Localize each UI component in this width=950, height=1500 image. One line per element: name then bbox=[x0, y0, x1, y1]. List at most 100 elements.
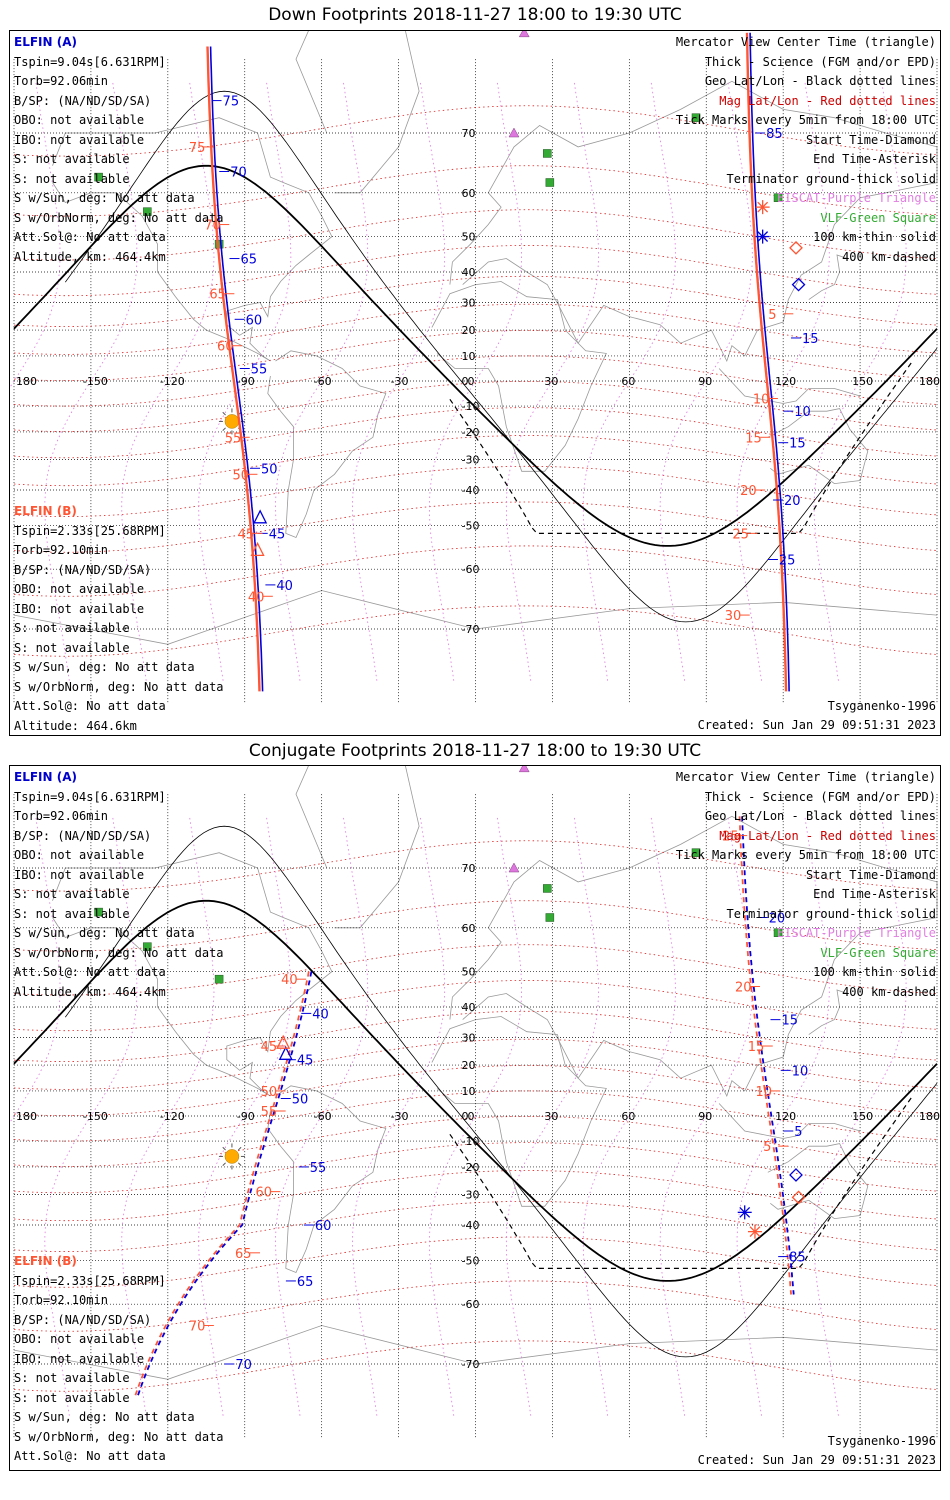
mag-parallel bbox=[13, 330, 938, 382]
elfin-b-tick-label: 30 bbox=[725, 609, 742, 624]
elfin-a-track-1 bbox=[136, 971, 313, 1397]
mag-meridian bbox=[505, 816, 599, 1416]
lat-label: -40 bbox=[462, 484, 480, 497]
lat-label: -50 bbox=[462, 1254, 480, 1267]
lon-label: 0 bbox=[468, 375, 475, 388]
mag-meridian bbox=[44, 816, 138, 1416]
lon-label: 180 bbox=[919, 375, 940, 388]
legend-item: 100 km-thin solid bbox=[813, 230, 936, 244]
asterisk-stroke bbox=[757, 231, 769, 242]
info-line: S: not available bbox=[14, 1390, 130, 1405]
mag-meridian bbox=[352, 816, 446, 1416]
mag-parallel bbox=[13, 1065, 938, 1117]
elfin-a-tick-label: 60 bbox=[315, 1219, 332, 1234]
lon-label: -90 bbox=[237, 1110, 255, 1123]
lon-label: 90 bbox=[698, 375, 712, 388]
mag-parallel bbox=[13, 1200, 938, 1253]
vlf-square bbox=[773, 928, 783, 937]
lat-label: 60 bbox=[462, 922, 476, 935]
lon-label: -30 bbox=[391, 375, 409, 388]
sun-ray bbox=[222, 411, 226, 416]
legend: Mercator View Center Time (triangle) Thic… bbox=[676, 33, 936, 267]
info-line: Tspin=2.33s[25.68RPM] bbox=[14, 1273, 166, 1288]
info-line: S w/Sun, deg: No att data bbox=[14, 926, 195, 940]
lon-label: -150 bbox=[83, 1110, 108, 1123]
lon-label: 60 bbox=[621, 1110, 635, 1123]
info-line: S w/OrbNorm, deg: No att data bbox=[14, 210, 224, 225]
sun-ray bbox=[237, 1146, 242, 1151]
elfin-a-center-triangle bbox=[253, 509, 268, 524]
legend-item: Terminator ground-thick solid bbox=[726, 906, 936, 921]
mag-meridian bbox=[275, 81, 369, 681]
coastline bbox=[295, 766, 420, 929]
elfin-a-tick-label: 15 bbox=[781, 1014, 798, 1029]
legend-item: Terminator ground-thick solid bbox=[726, 171, 936, 186]
info-line: S w/OrbNorm, deg: No att data bbox=[14, 1429, 224, 1444]
elfin-b-tick-label: 60 bbox=[217, 340, 234, 355]
vlf-square bbox=[545, 913, 555, 922]
coastline bbox=[767, 408, 869, 485]
elfin-a-tick-label: 45 bbox=[269, 527, 286, 542]
lat-label: 50 bbox=[462, 966, 476, 979]
elfin-b-lines: Tspin=2.33s[25.68RPM] Torb=92.10min B/SP: … bbox=[14, 1272, 224, 1471]
mag-parallel bbox=[13, 1038, 938, 1090]
legend-item: Mag Lat/Lon - Red dotted lines bbox=[719, 93, 936, 108]
info-line: Torb=92.06min bbox=[14, 74, 108, 88]
mag-parallel bbox=[13, 355, 938, 407]
info-line: S: not available bbox=[14, 152, 130, 166]
lat-label: -10 bbox=[462, 400, 480, 413]
asterisk-stroke bbox=[739, 1206, 751, 1218]
info-line: IBO: not available bbox=[14, 132, 145, 147]
info-line: Att.Sol@: No att data bbox=[14, 965, 166, 979]
mag-meridian bbox=[44, 81, 138, 681]
lat-label: -70 bbox=[462, 623, 480, 636]
legend-item: VLF-Green Square bbox=[820, 945, 936, 960]
mag-parallel bbox=[13, 1340, 938, 1392]
elfin-a-tick-label: 10 bbox=[792, 1064, 809, 1079]
elfin-a-tick-label: 85 bbox=[766, 127, 783, 142]
lon-label: 30 bbox=[544, 375, 558, 388]
elfin-b-tick-label: 65 bbox=[209, 288, 226, 303]
lat-label: 30 bbox=[462, 1032, 476, 1045]
mag-parallel bbox=[13, 275, 938, 327]
mag-meridian bbox=[736, 816, 830, 1416]
lon-label: -30 bbox=[391, 1110, 409, 1123]
terminator-400km bbox=[449, 362, 912, 534]
lat-label: -70 bbox=[462, 1358, 480, 1371]
mag-parallel bbox=[13, 407, 938, 459]
vlf-square bbox=[143, 207, 152, 216]
info-line: S: not available bbox=[14, 171, 130, 186]
info-line: S: not available bbox=[14, 640, 130, 655]
lat-label: 10 bbox=[462, 1085, 476, 1098]
elfin-b-track-1 bbox=[134, 971, 310, 1397]
legend-item: EISCAT-Purple Triangle bbox=[777, 926, 936, 940]
vlf-square bbox=[94, 907, 103, 917]
mag-meridian bbox=[813, 81, 907, 681]
info-line: S w/OrbNorm, deg: No att data bbox=[14, 945, 224, 960]
elfin-b-end-asterisk bbox=[747, 1224, 762, 1239]
elfin-a-tick-label: 70 bbox=[235, 1358, 252, 1373]
mag-parallel bbox=[13, 605, 938, 657]
lat-label: 70 bbox=[462, 127, 476, 140]
elfin-a-tick-label: 25 bbox=[779, 554, 796, 569]
elfin-a-header: ELFIN (A) bbox=[14, 35, 77, 49]
lat-label: -60 bbox=[462, 1298, 480, 1311]
legend-item: 400 km-dashed bbox=[842, 984, 936, 999]
elfin-a-tick-label: 65 bbox=[297, 1275, 314, 1290]
mag-parallel bbox=[13, 1236, 938, 1288]
sun-ray bbox=[222, 1162, 226, 1166]
elfin-b-tick-label: 50 bbox=[232, 468, 249, 483]
legend-item: Tick Marks every 5min from 18:00 UTC bbox=[675, 848, 936, 862]
elfin-a-center-triangle bbox=[278, 1045, 293, 1060]
elfin-a-tick-label: 20 bbox=[769, 912, 786, 927]
lat-label: 40 bbox=[462, 266, 476, 279]
elfin-a-tick-label: 45 bbox=[297, 1054, 314, 1069]
elfin-b-tick-label: 40 bbox=[281, 973, 298, 988]
elfin-a-end-asterisk bbox=[737, 1205, 752, 1220]
elfin-a-header: ELFIN (A) bbox=[14, 770, 77, 784]
elfin-a-tick-label: 60 bbox=[246, 313, 263, 328]
sun-disk bbox=[224, 414, 240, 429]
lat-label: 10 bbox=[462, 350, 476, 363]
mag-meridian bbox=[352, 81, 446, 681]
lat-label: -10 bbox=[462, 1135, 480, 1148]
